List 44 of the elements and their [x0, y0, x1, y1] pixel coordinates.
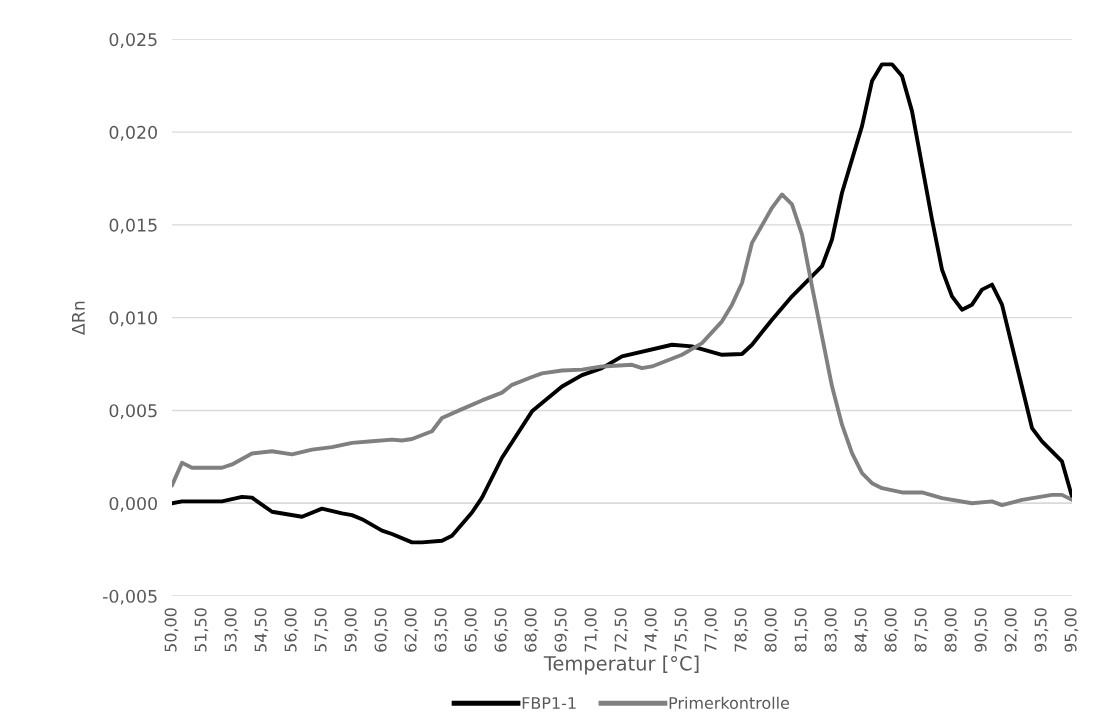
x-tick-label: 75,50	[674, 608, 689, 652]
y-tick-label: 0,010	[109, 311, 157, 327]
x-tick-label: 69,50	[554, 608, 569, 652]
x-tick-label: 95,00	[1064, 608, 1079, 652]
x-tick-label: 51,50	[194, 608, 209, 652]
y-tick-label: 0,025	[109, 33, 157, 48]
x-tick-label: 50,00	[164, 608, 179, 652]
y-tick-label: 0,020	[109, 125, 157, 141]
x-tick-label: 72,50	[614, 608, 629, 652]
x-axis-title: Temperatur [°C]	[543, 655, 699, 675]
legend-label: FBP1-1	[522, 697, 576, 709]
x-tick-label: 77,00	[704, 608, 719, 652]
x-tick-label: 57,50	[314, 608, 329, 652]
line-series	[172, 62, 1072, 545]
y-axis-title: ΔRn	[71, 301, 85, 335]
x-tick-label: 65,00	[464, 608, 479, 652]
x-tick-label: 80,00	[764, 608, 779, 652]
legend-label: Primerkontrolle	[669, 696, 790, 710]
x-tick-label: 90,50	[974, 608, 989, 652]
x-tick-label: 62,00	[404, 608, 419, 652]
x-tick-label: 63,50	[434, 608, 449, 652]
x-tick-label: 84,50	[854, 608, 869, 652]
y-tick-label: 0,000	[109, 496, 157, 512]
x-tick-label: 83,00	[824, 608, 839, 652]
x-tick-label: 56,00	[284, 608, 299, 652]
x-tick-label: 53,00	[224, 608, 239, 652]
x-tick-label: 60,50	[374, 608, 389, 652]
y-tick-label: 0,005	[109, 404, 157, 420]
x-tick-label: 59,00	[344, 608, 359, 652]
y-tick-label: -0,005	[103, 589, 157, 605]
x-tick-label: 86,00	[884, 608, 899, 652]
x-tick-label: 81,50	[794, 608, 809, 652]
line-series	[172, 192, 1072, 508]
x-tick-label: 78,50	[734, 608, 749, 652]
x-tick-label: 68,00	[524, 608, 539, 652]
x-tick-label: 66,50	[494, 608, 509, 652]
x-tick-label: 89,00	[944, 608, 959, 652]
x-tick-label: 93,50	[1034, 608, 1049, 652]
x-tick-label: 87,50	[914, 608, 929, 652]
x-tick-label: 74,00	[644, 608, 659, 652]
x-tick-label: 71,00	[584, 608, 599, 652]
x-tick-label: 54,50	[254, 608, 269, 652]
x-tick-label: 92,00	[1004, 608, 1019, 652]
y-tick-label: 0,015	[109, 218, 157, 234]
